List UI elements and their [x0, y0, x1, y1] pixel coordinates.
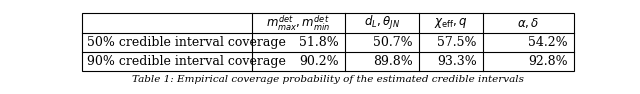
- Text: 50% credible interval coverage: 50% credible interval coverage: [88, 36, 286, 49]
- Text: 54.2%: 54.2%: [528, 36, 568, 49]
- Text: 57.5%: 57.5%: [437, 36, 477, 49]
- Text: 50.7%: 50.7%: [373, 36, 413, 49]
- Text: $d_L, \theta_{JN}$: $d_L, \theta_{JN}$: [364, 14, 400, 32]
- Text: $\alpha, \delta$: $\alpha, \delta$: [517, 16, 540, 30]
- Text: $\chi_{\mathrm{eff}}, q$: $\chi_{\mathrm{eff}}, q$: [434, 16, 468, 30]
- Text: 89.8%: 89.8%: [373, 55, 413, 68]
- Text: 51.8%: 51.8%: [300, 36, 339, 49]
- Text: Table 1: Empirical coverage probability of the estimated credible intervals: Table 1: Empirical coverage probability …: [132, 75, 524, 84]
- Text: 93.3%: 93.3%: [437, 55, 477, 68]
- Text: 90.2%: 90.2%: [300, 55, 339, 68]
- Text: $m^{det}_{max}, m^{det}_{min}$: $m^{det}_{max}, m^{det}_{min}$: [266, 13, 331, 33]
- Text: 90% credible interval coverage: 90% credible interval coverage: [88, 55, 286, 68]
- Text: 92.8%: 92.8%: [528, 55, 568, 68]
- Bar: [83, 13, 573, 71]
